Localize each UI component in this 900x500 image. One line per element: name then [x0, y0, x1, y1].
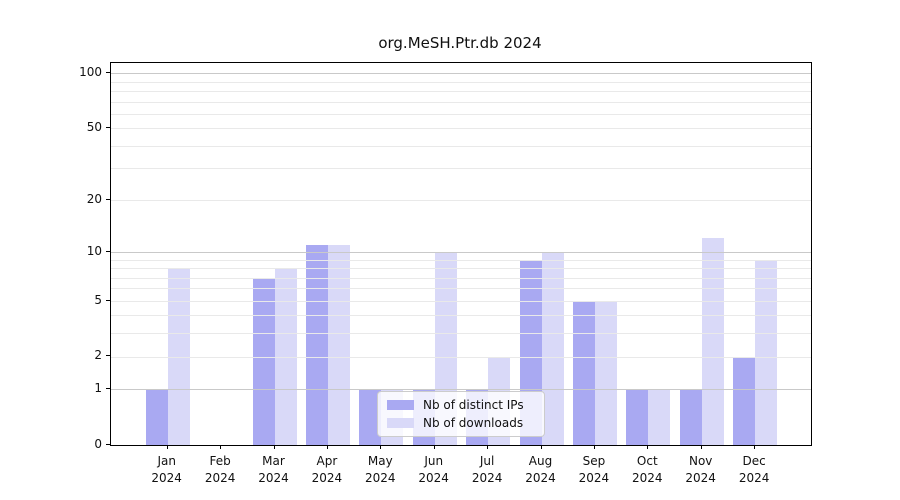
x-tick-mark-jul [487, 445, 489, 449]
y-tick-label-10: 10 [86, 243, 102, 258]
y-tick-mark-2 [106, 355, 110, 357]
legend-swatch-nb-of-distinct-ips [387, 400, 414, 410]
plot-area [110, 62, 812, 446]
bar-nb-of-downloads-mar [274, 268, 297, 445]
x-tick-mark-oct [647, 445, 649, 449]
x-tick-mark-apr [326, 445, 328, 449]
y-tick-mark-100 [106, 72, 110, 74]
bar-nb-of-distinct-ips-dec [733, 356, 756, 445]
x-tick-label-jun: Jun 2024 [418, 454, 449, 485]
x-tick-label-sep: Sep 2024 [578, 454, 610, 485]
bar-nb-of-downloads-apr [327, 244, 350, 445]
x-tick-mark-may [380, 445, 382, 449]
bar-nb-of-downloads-aug [541, 251, 564, 445]
bar-nb-of-distinct-ips-mar [252, 277, 275, 445]
y-tick-mark-0 [106, 444, 110, 445]
bar-nb-of-downloads-nov [701, 238, 724, 445]
legend-entry-nb-of-downloads: Nb of downloads [387, 416, 535, 430]
legend-label-nb-of-distinct-ips: Nb of distinct IPs [423, 398, 524, 412]
bar-nb-of-downloads-dec [755, 259, 778, 445]
y-tick-mark-50 [106, 127, 110, 129]
y-tick-label-100: 100 [79, 65, 102, 80]
bar-nb-of-distinct-ips-may [359, 389, 382, 445]
x-tick-label-nov: Nov 2024 [685, 454, 716, 485]
y-tick-label-0: 0 [94, 437, 102, 451]
y-tick-mark-20 [106, 198, 110, 200]
legend: Nb of distinct IPs Nb of downloads [377, 391, 545, 437]
chart-title: org.MeSH.Ptr.db 2024 [378, 34, 542, 52]
legend-entry-nb-of-distinct-ips: Nb of distinct IPs [387, 398, 535, 412]
x-tick-label-apr: Apr 2024 [311, 454, 343, 485]
x-tick-mark-feb [220, 445, 222, 449]
x-tick-label-jul: Jul 2024 [471, 454, 503, 485]
x-tick-label-mar: Mar 2024 [258, 454, 289, 485]
bars-layer [111, 63, 811, 445]
y-tick-label-1: 1 [94, 381, 102, 396]
y-tick-label-20: 20 [86, 191, 102, 206]
x-tick-label-aug: Aug 2024 [525, 454, 556, 485]
bar-nb-of-distinct-ips-oct [626, 389, 649, 445]
x-tick-label-jan: Jan 2024 [151, 454, 182, 485]
x-tick-mark-dec [754, 445, 756, 449]
x-tick-label-may: May 2024 [365, 454, 396, 485]
x-tick-label-oct: Oct 2024 [632, 454, 663, 485]
legend-label-nb-of-downloads: Nb of downloads [423, 416, 524, 430]
x-tick-mark-sep [593, 445, 595, 449]
legend-swatch-nb-of-downloads [387, 418, 414, 428]
bar-nb-of-distinct-ips-nov [679, 389, 702, 445]
y-tick-label-50: 50 [86, 120, 102, 135]
bar-nb-of-distinct-ips-sep [572, 300, 595, 445]
x-tick-mark-aug [540, 445, 542, 449]
y-tick-label-5: 5 [94, 292, 102, 307]
x-tick-mark-nov [700, 445, 702, 449]
bar-nb-of-downloads-sep [594, 300, 617, 445]
y-tick-mark-5 [106, 299, 110, 301]
bar-nb-of-distinct-ips-jan [145, 389, 168, 445]
x-tick-mark-mar [273, 445, 275, 449]
x-tick-mark-jan [166, 445, 168, 449]
bar-nb-of-downloads-oct [648, 389, 671, 445]
y-tick-label-2: 2 [94, 348, 102, 363]
x-tick-mark-jun [433, 445, 435, 449]
bar-nb-of-downloads-jan [167, 268, 190, 445]
y-tick-mark-10 [106, 250, 110, 252]
bar-nb-of-distinct-ips-apr [305, 244, 328, 445]
x-tick-label-feb: Feb 2024 [204, 454, 236, 485]
y-tick-mark-1 [106, 388, 110, 390]
x-tick-label-dec: Dec 2024 [738, 454, 770, 485]
